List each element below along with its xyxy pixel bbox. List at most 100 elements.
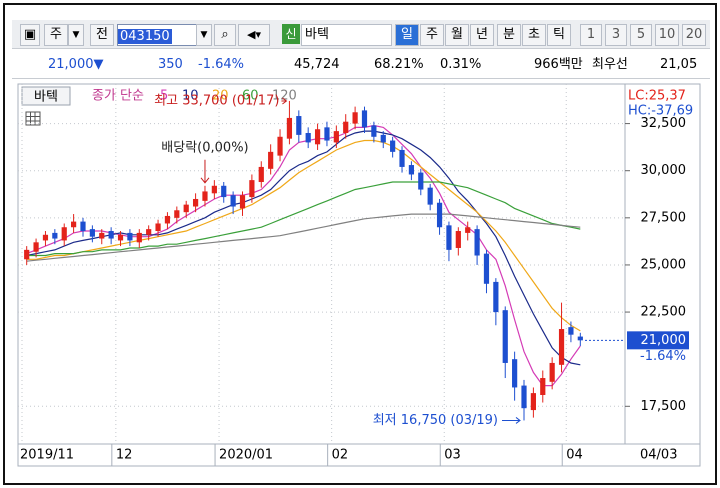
candle-body (380, 134, 386, 143)
candle-body (108, 231, 114, 239)
sound-button[interactable]: ◀▾ (238, 24, 270, 46)
y-tick-label: 32,500 (641, 116, 687, 131)
annotation-arrow (281, 97, 288, 105)
grid-icon[interactable] (25, 111, 41, 126)
x-tick-label: 04/03 (640, 448, 677, 463)
candle-body (314, 129, 321, 145)
candle-body (483, 253, 490, 284)
period-button[interactable]: 초 (522, 24, 546, 46)
legend-entry: 5 (160, 89, 168, 104)
name-input[interactable]: 바텍 (301, 24, 392, 46)
plot-area (17, 83, 626, 445)
quote-field: 966백만 (534, 57, 583, 72)
candle-body (568, 327, 574, 335)
quote-field: 0.31% (440, 57, 482, 72)
candle-body (183, 204, 189, 213)
period-button[interactable]: 년 (470, 24, 494, 46)
period-button[interactable]: 분 (497, 24, 521, 46)
quote-field: 최우선 (592, 57, 628, 72)
candle-body (343, 121, 349, 134)
x-tick-label: 2019/11 (20, 448, 74, 463)
y-tick-label: 17,500 (641, 399, 687, 414)
candle-body (493, 281, 499, 313)
tick-button[interactable]: 1 (580, 24, 602, 46)
y-tick-label: 27,500 (641, 210, 687, 225)
legend-entry: 10 (182, 89, 199, 104)
x-tick-label: 12 (116, 448, 133, 463)
code-dropdown[interactable]: ▼ (196, 24, 212, 46)
candle-body (24, 249, 30, 260)
candle-body (202, 191, 208, 201)
candle-body (521, 385, 527, 409)
candle-body (117, 234, 124, 241)
tick-button[interactable]: 3 (605, 24, 627, 46)
candle-body (89, 229, 95, 237)
candle-body (42, 234, 49, 241)
candle-body (371, 125, 377, 137)
candle-body (324, 127, 330, 141)
quote-field: -1.64% (198, 57, 244, 72)
prev-button[interactable]: 전 (90, 24, 114, 46)
candle-body (268, 151, 274, 169)
x-tick-label: 03 (444, 448, 461, 463)
tick-button[interactable]: 20 (682, 24, 706, 46)
annotation-dividend: 배당락(0,00%) (161, 140, 248, 155)
type-button[interactable]: 주 (44, 24, 68, 46)
period-button[interactable]: 월 (445, 24, 469, 46)
candle-body (33, 242, 39, 252)
period-button[interactable]: 주 (420, 24, 444, 46)
legend-entry: 60 (242, 89, 259, 104)
search-button[interactable]: ⌕ (214, 24, 236, 46)
legend-entry: 120 (272, 89, 297, 104)
ma-line (26, 181, 581, 257)
menu-icon[interactable]: ▣ (20, 24, 40, 46)
period-button[interactable]: 일 (395, 24, 419, 46)
candle-body (277, 136, 283, 156)
candle-body (352, 112, 358, 124)
candle-body (305, 133, 311, 143)
annotation-low: 최저 16,750 (03/19) (373, 413, 498, 428)
candle-body (390, 140, 396, 152)
tick-button[interactable]: 10 (655, 24, 679, 46)
candle-body (230, 195, 236, 207)
candle-body (211, 185, 217, 194)
candle-body (549, 362, 555, 382)
tick-button[interactable]: 5 (630, 24, 652, 46)
quote-field: 21,000▼ (48, 57, 104, 72)
candle-body (530, 393, 536, 411)
quote-field: 21,05 (660, 57, 698, 72)
period-button[interactable]: 틱 (547, 24, 571, 46)
candle-body (399, 149, 405, 167)
candle-body (61, 227, 67, 241)
candle-body (221, 185, 227, 198)
quote-bar (12, 52, 710, 79)
candle-body (296, 116, 302, 135)
candle-body (446, 225, 452, 250)
code-text: 043150 (118, 29, 172, 44)
ma-line (26, 213, 581, 262)
current-price: 21,000 (641, 333, 687, 348)
dropdown[interactable]: ▼ (68, 24, 84, 46)
quote-field: 68.21% (374, 57, 424, 72)
y-tick-label: 22,500 (641, 305, 687, 320)
candle-body (155, 223, 161, 232)
candle-body (52, 232, 58, 239)
candle-body (408, 165, 415, 175)
current-box (627, 331, 689, 350)
candle-body (249, 180, 255, 198)
code-input[interactable]: 043150 (117, 24, 197, 46)
y-tick-label: 25,000 (641, 257, 687, 272)
candle-body (455, 231, 461, 248)
candle-body (192, 198, 199, 207)
candle-body (174, 210, 180, 218)
candle-body (146, 229, 152, 235)
candle-body (71, 221, 77, 228)
candle-body (558, 329, 565, 365)
title-tab-label: 바텍 (34, 90, 58, 105)
annotation-arrow (200, 159, 210, 184)
x-tick-label: 04 (566, 448, 583, 463)
candle-body (239, 195, 246, 209)
ma-line (26, 130, 581, 366)
x-tick-label: 02 (332, 448, 349, 463)
